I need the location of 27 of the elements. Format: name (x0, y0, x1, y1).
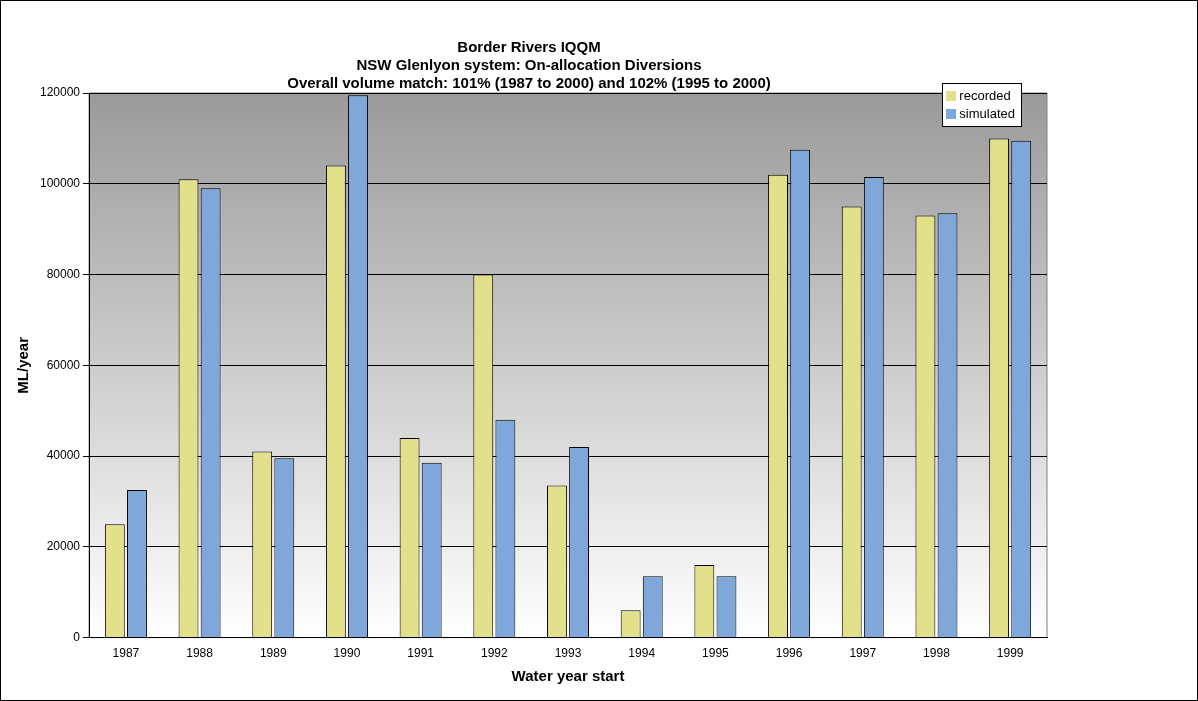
y-tick-label: 120000 (40, 85, 81, 100)
y-tick-label: 40000 (46, 448, 81, 463)
x-tick-label: 1994 (628, 646, 656, 661)
x-tick-label: 1987 (112, 646, 140, 661)
text: NSW Glenlyon system: On-allocation Diversions (356, 56, 702, 74)
x-tick-label: 1989 (259, 646, 287, 661)
y-tick-label: 20000 (46, 539, 81, 554)
legend-label: recorded (959, 87, 1011, 105)
text: Border Rivers IQQM (457, 38, 601, 56)
legend-label: simulated (959, 105, 1015, 123)
x-tick-label: 1999 (996, 646, 1024, 661)
y-tick-label: 80000 (46, 266, 81, 281)
y-axis-title: ML/year (14, 336, 32, 394)
x-axis-title: Water year start (511, 667, 625, 685)
x-tick-label: 1991 (407, 646, 435, 661)
x-tick-label: 1998 (923, 646, 951, 661)
x-tick-label: 1992 (480, 646, 508, 661)
text: Overall volume match: 101% (1987 to 2000) and 102% (1995 to 2000) (287, 74, 771, 92)
x-tick-label: 1995 (702, 646, 730, 661)
x-tick-label: 1996 (775, 646, 803, 661)
y-tick-label: 100000 (40, 176, 81, 191)
x-tick-label: 1988 (186, 646, 214, 661)
x-tick-label: 1990 (333, 646, 361, 661)
x-tick-label: 1997 (849, 646, 877, 661)
y-tick-label: 0 (73, 629, 81, 644)
x-tick-label: 1993 (554, 646, 582, 661)
y-tick-label: 60000 (46, 357, 81, 372)
